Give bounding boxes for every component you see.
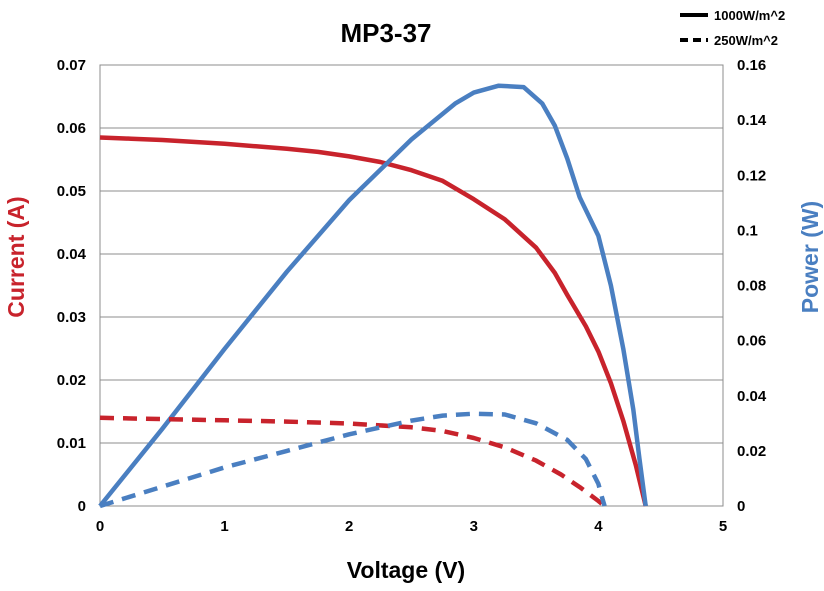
series-layer xyxy=(98,83,648,509)
y-tick-label: 0.04 xyxy=(57,246,87,263)
x-tick-label: 3 xyxy=(470,518,478,535)
chart-title: MP3-37 xyxy=(340,18,431,48)
power-series-250 xyxy=(99,411,607,509)
y2-tick-label: 0.08 xyxy=(737,278,766,295)
gridlines xyxy=(100,64,723,507)
y-tick-label: 0.07 xyxy=(57,57,86,74)
y-tick-label: 0.01 xyxy=(57,435,86,452)
current-series-250 xyxy=(99,415,607,508)
x-tick-label: 5 xyxy=(719,518,727,535)
y2-tick-label: 0.14 xyxy=(737,112,767,129)
x-tick-label: 4 xyxy=(594,518,603,535)
y2-tick-label: 0.06 xyxy=(737,333,766,350)
y2-tick-label: 0.04 xyxy=(737,388,767,405)
x-axis-title: Voltage (V) xyxy=(347,557,465,583)
current-series-1000 xyxy=(99,135,648,507)
y2-tick-label: 0.1 xyxy=(737,222,758,239)
y2-tick-label: 0.12 xyxy=(737,167,766,184)
legend: 1000W/m^2 250W/m^2 xyxy=(680,8,785,48)
power-series-1000 xyxy=(98,83,648,508)
y-tick-label: 0.03 xyxy=(57,309,86,326)
y2-tick-label: 0.02 xyxy=(737,443,766,460)
y-axis-left-ticks: 0 0.01 0.02 0.03 0.04 0.05 0.06 0.07 xyxy=(57,57,87,515)
plot-area-frame xyxy=(99,64,724,507)
y-axis-right-title: Power (W) xyxy=(797,201,823,313)
y-axis-left-title: Current (A) xyxy=(3,196,29,317)
x-tick-label: 2 xyxy=(345,518,353,535)
y-tick-label: 0.05 xyxy=(57,183,86,200)
y-axis-right-ticks: 0 0.02 0.04 0.06 0.08 0.1 0.12 0.14 0.16 xyxy=(737,57,767,515)
y-tick-label: 0.02 xyxy=(57,372,86,389)
x-axis-ticks: 0 1 2 3 4 5 xyxy=(96,518,727,535)
y2-tick-label: 0.16 xyxy=(737,57,766,74)
x-tick-label: 1 xyxy=(220,518,228,535)
y2-tick-label: 0 xyxy=(737,498,745,515)
legend-label: 1000W/m^2 xyxy=(714,8,785,23)
x-tick-label: 0 xyxy=(96,518,104,535)
y-tick-label: 0 xyxy=(78,498,86,515)
y-tick-label: 0.06 xyxy=(57,120,86,137)
legend-label: 250W/m^2 xyxy=(714,33,778,48)
